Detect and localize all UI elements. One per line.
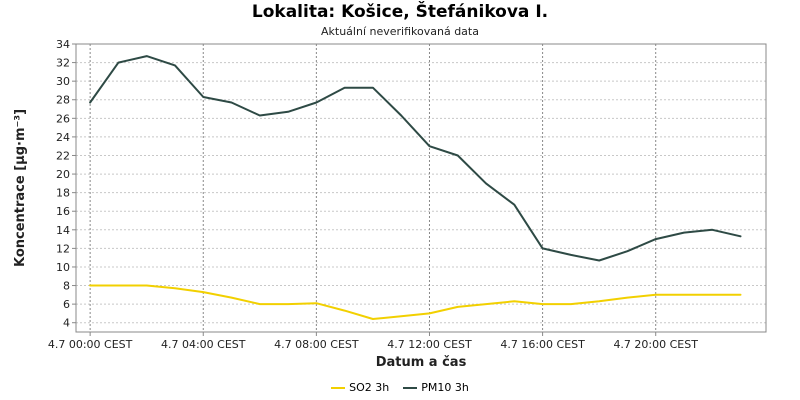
x-tick-label-4: 4.7 16:00 CEST xyxy=(500,338,585,351)
series-line-so2-3h xyxy=(89,284,742,320)
y-tick-label-1: 6 xyxy=(63,298,70,311)
y-tick-label-12: 28 xyxy=(56,94,70,107)
y-tick-label-6: 16 xyxy=(56,205,70,218)
x-tick-label-0: 4.7 00:00 CEST xyxy=(48,338,133,351)
y-axis-label: Koncentrace [µg·m⁻³] xyxy=(13,109,28,267)
legend-label-pm10-3h: PM10 3h xyxy=(421,381,469,394)
x-axis-label: Datum a čas xyxy=(376,355,467,370)
x-tick-label-3: 4.7 12:00 CEST xyxy=(387,338,472,351)
chart-subtitle: Aktuální neverifikovaná data xyxy=(321,25,479,38)
y-tick-label-10: 24 xyxy=(56,131,70,144)
legend-swatch-so2-3h xyxy=(331,386,346,389)
plot-area xyxy=(76,44,766,332)
y-tick-label-15: 34 xyxy=(56,38,70,51)
y-tick-label-7: 18 xyxy=(56,187,70,200)
y-tick-label-0: 4 xyxy=(63,317,70,330)
y-tick-label-5: 14 xyxy=(56,224,70,237)
series-line-pm10-3h xyxy=(89,55,742,262)
y-tick-label-11: 26 xyxy=(56,112,70,125)
legend-label-so2-3h: SO2 3h xyxy=(349,381,390,394)
y-tick-label-13: 30 xyxy=(56,75,70,88)
plot-border xyxy=(75,43,767,333)
chart-legend: SO2 3h PM10 3h xyxy=(0,381,800,394)
y-tick-label-9: 22 xyxy=(56,149,70,162)
y-tick-label-8: 20 xyxy=(56,168,70,181)
legend-swatch-pm10-3h xyxy=(403,386,418,389)
x-tick-label-1: 4.7 04:00 CEST xyxy=(161,338,246,351)
legend-item-pm10-3h: PM10 3h xyxy=(403,381,469,394)
x-tick-label-2: 4.7 08:00 CEST xyxy=(274,338,359,351)
y-tick-label-14: 32 xyxy=(56,57,70,70)
chart-title: Lokalita: Košice, Štefánikova I. xyxy=(251,2,549,22)
y-tick-label-3: 10 xyxy=(56,261,70,274)
x-tick-label-5: 4.7 20:00 CEST xyxy=(613,338,698,351)
y-tick-label-2: 8 xyxy=(63,280,70,293)
y-tick-label-4: 12 xyxy=(56,242,70,255)
legend-item-so2-3h: SO2 3h xyxy=(331,381,389,394)
